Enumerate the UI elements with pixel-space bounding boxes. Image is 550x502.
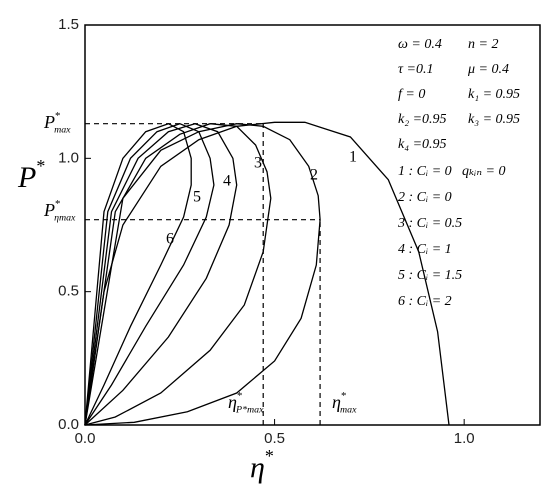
- annotation-base: P: [43, 112, 55, 132]
- parameter: k₄ =0.95: [398, 137, 447, 152]
- annotation: η* P*max: [228, 390, 264, 415]
- plot-frame: [84, 24, 541, 426]
- parameter: k₂ =0.95: [398, 112, 447, 127]
- curve-label: 6: [166, 231, 174, 248]
- y-tick-label: 0.5: [58, 283, 79, 300]
- x-tick-label: 0.0: [75, 430, 96, 447]
- annotation-sub: max: [340, 405, 357, 416]
- curve-label: 1: [349, 149, 357, 166]
- annotation-sub: max: [54, 125, 71, 136]
- curve: [84, 123, 215, 426]
- curve: [84, 121, 450, 426]
- x-tick-label: 0.5: [264, 430, 285, 447]
- annotation-base: P: [43, 200, 55, 220]
- parameter: 4 : Cᵢ = 1: [398, 242, 452, 257]
- parameter: 5 : Cᵢ = 1.5: [398, 268, 462, 283]
- annotation-sup: *: [341, 390, 346, 402]
- parameter: k₁ = 0.95: [468, 87, 520, 102]
- parameter: k₃ = 0.95: [468, 112, 520, 127]
- annotation: P* max: [43, 110, 71, 135]
- y-axis-label: P*: [17, 156, 45, 194]
- parameter: ω = 0.4: [398, 37, 442, 52]
- x-tick-label: 1.0: [454, 430, 475, 447]
- y-tick-label: 1.5: [58, 16, 79, 33]
- parameter: 1 : Cᵢ = 0: [398, 164, 452, 179]
- y-axis-label-base: P: [17, 161, 36, 194]
- annotation-sub: ηmax: [54, 213, 76, 224]
- parameter: 2 : Cᵢ = 0: [398, 190, 452, 205]
- parameter: qₖᵢₙ = 0: [462, 164, 505, 179]
- curve-label: 2: [310, 167, 318, 184]
- annotation: η* max: [332, 390, 357, 415]
- annotation-sup: *: [237, 390, 242, 402]
- parameter: μ = 0.4: [467, 62, 509, 77]
- parameter: f = 0: [398, 87, 425, 102]
- x-axis-label-base: η: [250, 451, 265, 484]
- y-axis-label-sup: *: [36, 156, 45, 176]
- curve: [84, 122, 192, 426]
- annotation-base: η: [332, 392, 341, 412]
- curve: [84, 123, 272, 426]
- curve-label: 4: [223, 173, 231, 190]
- y-tick-label: 0.0: [58, 416, 79, 433]
- curve: [84, 123, 321, 426]
- parameter: τ =0.1: [398, 62, 433, 77]
- parameter: n = 2: [468, 37, 498, 52]
- annotation: P* ηmax: [43, 198, 76, 223]
- curve-label: 3: [254, 155, 262, 172]
- curve-label: 5: [193, 189, 201, 206]
- annotation-sup: *: [55, 110, 60, 122]
- x-axis-label: η*: [250, 446, 274, 484]
- parameter: 3 : Cᵢ = 0.5: [397, 216, 462, 231]
- curve: [84, 123, 238, 426]
- x-axis-label-sup: *: [265, 446, 274, 466]
- annotation-sub: P*max: [235, 405, 264, 416]
- parameter: 6 : Cᵢ = 2: [398, 294, 452, 309]
- y-tick-label: 1.0: [58, 149, 79, 166]
- annotation-sup: *: [55, 198, 60, 210]
- annotation-base: η: [228, 392, 237, 412]
